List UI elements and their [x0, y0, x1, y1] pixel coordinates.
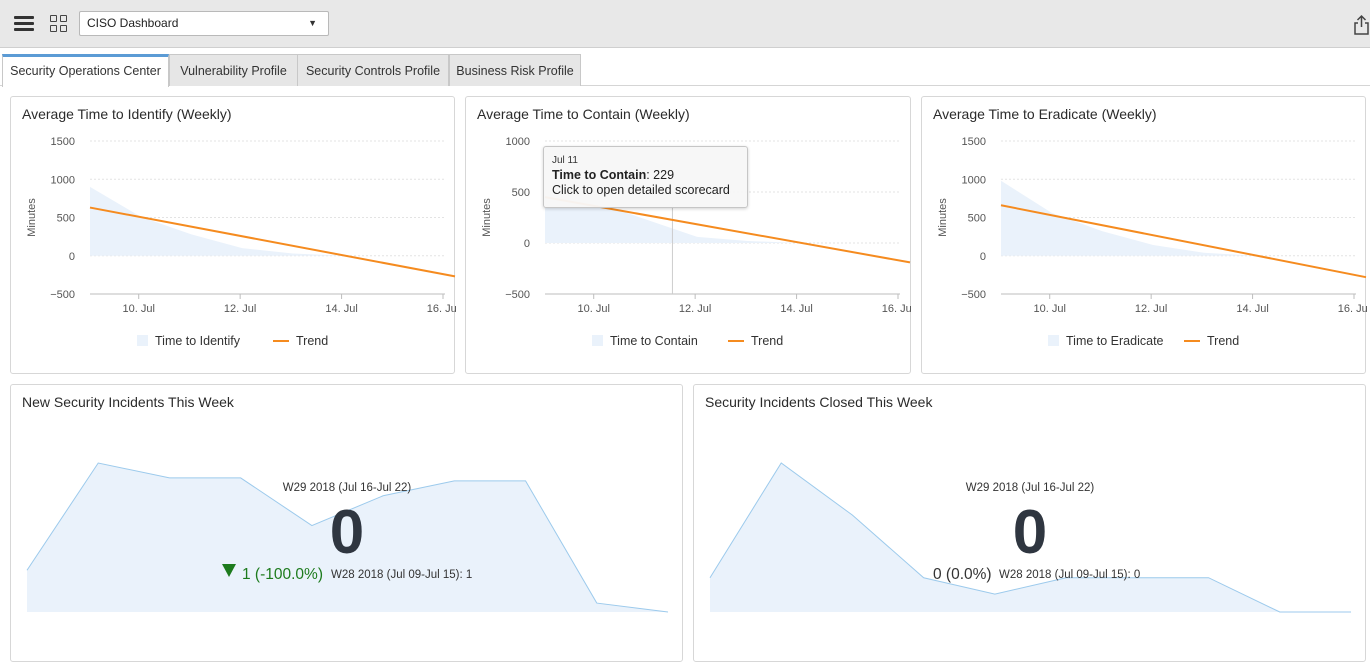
x-tick-label: 16. Jul	[427, 303, 456, 315]
y-tick-label: 0	[980, 251, 986, 263]
sparkline-line	[709, 462, 1351, 613]
chart-title: Average Time to Eradicate (Weekly)	[933, 106, 1157, 122]
legend-swatch-area	[592, 335, 603, 346]
tooltip-label: Time to Contain	[552, 168, 647, 182]
dashboard-select-value: CISO Dashboard	[87, 16, 179, 30]
chart-title: Average Time to Identify (Weekly)	[22, 106, 232, 122]
y-tick-label: 1500	[51, 136, 75, 148]
legend-label[interactable]: Trend	[1207, 334, 1239, 348]
kpi-compare: W28 2018 (Jul 09-Jul 15): 0	[999, 569, 1140, 581]
y-tick-label: −500	[505, 289, 530, 301]
kpi-value: 0	[1013, 498, 1047, 567]
y-axis-title: Minutes	[26, 198, 38, 237]
panel-time-to-identify: Average Time to Identify (Weekly) 1500 10…	[10, 96, 456, 375]
legend-label[interactable]: Time to Identify	[155, 334, 241, 348]
caret-down-icon: ▼	[308, 18, 317, 28]
kpi-new-incidents-chart: W29 2018 (Jul 16-Jul 22) 0 1 (-100.0%) W…	[26, 462, 669, 613]
kpi-delta: 1 (-100.0%)	[242, 566, 323, 583]
y-axis-title: Minutes	[481, 198, 493, 237]
tab-security-operations-center[interactable]: Security Operations Center	[2, 54, 169, 87]
chart-time-to-contain[interactable]: 1000 500 0 −500 10. Jul 12. Jul 14. Jul 16. Jul…	[466, 97, 912, 375]
kpi-period: W29 2018 (Jul 16-Jul 22)	[283, 482, 412, 494]
y-tick-label: 0	[69, 251, 75, 263]
legend-label[interactable]: Time to Eradicate	[1066, 334, 1164, 348]
panel-new-incidents[interactable]: New Security Incidents This Week W29 201…	[10, 384, 683, 662]
trend-line[interactable]	[1000, 204, 1367, 279]
share-icon[interactable]	[1353, 14, 1370, 36]
x-tick-label: 12. Jul	[679, 303, 711, 315]
tab-security-controls-profile[interactable]: Security Controls Profile	[297, 54, 449, 86]
kpi-title: New Security Incidents This Week	[22, 394, 234, 410]
x-tick-label: 14. Jul	[1236, 303, 1268, 315]
panel-closed-incidents[interactable]: Security Incidents Closed This Week W29 …	[693, 384, 1366, 662]
y-tick-label: 500	[57, 213, 75, 225]
grid-icon[interactable]	[50, 15, 68, 33]
x-tick-label: 14. Jul	[325, 303, 357, 315]
tab-vulnerability-profile[interactable]: Vulnerability Profile	[169, 54, 298, 86]
panel-time-to-eradicate: Average Time to Eradicate (Weekly) 1500 1…	[921, 96, 1367, 375]
x-tick-label: 12. Jul	[1135, 303, 1167, 315]
chart-time-to-identify[interactable]: 1500 1000 500 0 −500 10. Jul 12. Jul 14. Jul 16.…	[11, 97, 456, 375]
kpi-period: W29 2018 (Jul 16-Jul 22)	[966, 482, 1095, 494]
dashboard-select[interactable]: CISO Dashboard ▼	[79, 11, 329, 36]
legend-label[interactable]: Time to Contain	[610, 334, 698, 348]
area-series[interactable]	[545, 185, 900, 243]
y-tick-label: 1500	[962, 136, 986, 148]
y-tick-label: −500	[50, 289, 75, 301]
tab-bar: Security Operations Center Vulnerability…	[0, 54, 1370, 87]
sparkline-area	[27, 463, 668, 612]
y-tick-label: −500	[961, 289, 986, 301]
legend-label[interactable]: Trend	[296, 334, 328, 348]
panel-time-to-contain: Average Time to Contain (Weekly) 1000 500…	[465, 96, 912, 375]
y-tick-label: 500	[512, 187, 530, 199]
tooltip-hint: Click to open detailed scorecard	[552, 183, 730, 197]
chart-title: Average Time to Contain (Weekly)	[477, 106, 690, 122]
x-tick-label: 10. Jul	[1034, 303, 1066, 315]
y-tick-label: 1000	[51, 174, 75, 186]
y-tick-label: 0	[524, 238, 530, 250]
top-bar: CISO Dashboard ▼	[0, 0, 1370, 48]
y-tick-label: 1000	[962, 174, 986, 186]
tooltip-date: Jul 11	[552, 155, 578, 166]
trend-line[interactable]	[89, 206, 456, 278]
hamburger-icon[interactable]	[14, 16, 34, 32]
sparkline-line	[26, 462, 669, 613]
tooltip-value: : 229	[646, 168, 675, 182]
kpi-value: 0	[330, 498, 364, 567]
down-arrow-icon	[222, 564, 236, 577]
kpi-delta: 0 (0.0%)	[933, 566, 992, 583]
y-tick-label: 500	[968, 213, 986, 225]
x-tick-label: 10. Jul	[578, 303, 610, 315]
x-tick-label: 12. Jul	[224, 303, 256, 315]
tab-business-risk-profile[interactable]: Business Risk Profile	[449, 54, 581, 86]
kpi-closed-incidents-chart: W29 2018 (Jul 16-Jul 22) 0 0 (0.0%) W28 …	[709, 462, 1352, 613]
legend-label[interactable]: Trend	[751, 334, 783, 348]
chart-time-to-eradicate[interactable]: 1500 1000 500 0 −500 10. Jul 12. Jul 14. Jul 16.…	[922, 97, 1367, 375]
kpi-title: Security Incidents Closed This Week	[705, 394, 933, 410]
area-series[interactable]	[90, 186, 445, 256]
legend-swatch-area	[137, 335, 148, 346]
chart-tooltip[interactable]: Jul 11 Time to Contain: 229 Click to ope…	[543, 146, 748, 208]
x-tick-label: 10. Jul	[123, 303, 155, 315]
area-series[interactable]	[1001, 180, 1356, 256]
x-tick-label: 16. Jul	[882, 303, 912, 315]
x-tick-label: 14. Jul	[780, 303, 812, 315]
sparkline-area	[710, 463, 1351, 612]
y-tick-label: 1000	[506, 136, 530, 148]
kpi-compare: W28 2018 (Jul 09-Jul 15): 1	[331, 569, 472, 581]
x-tick-label: 16. Jul	[1338, 303, 1367, 315]
legend-swatch-area	[1048, 335, 1059, 346]
y-axis-title: Minutes	[937, 198, 949, 237]
